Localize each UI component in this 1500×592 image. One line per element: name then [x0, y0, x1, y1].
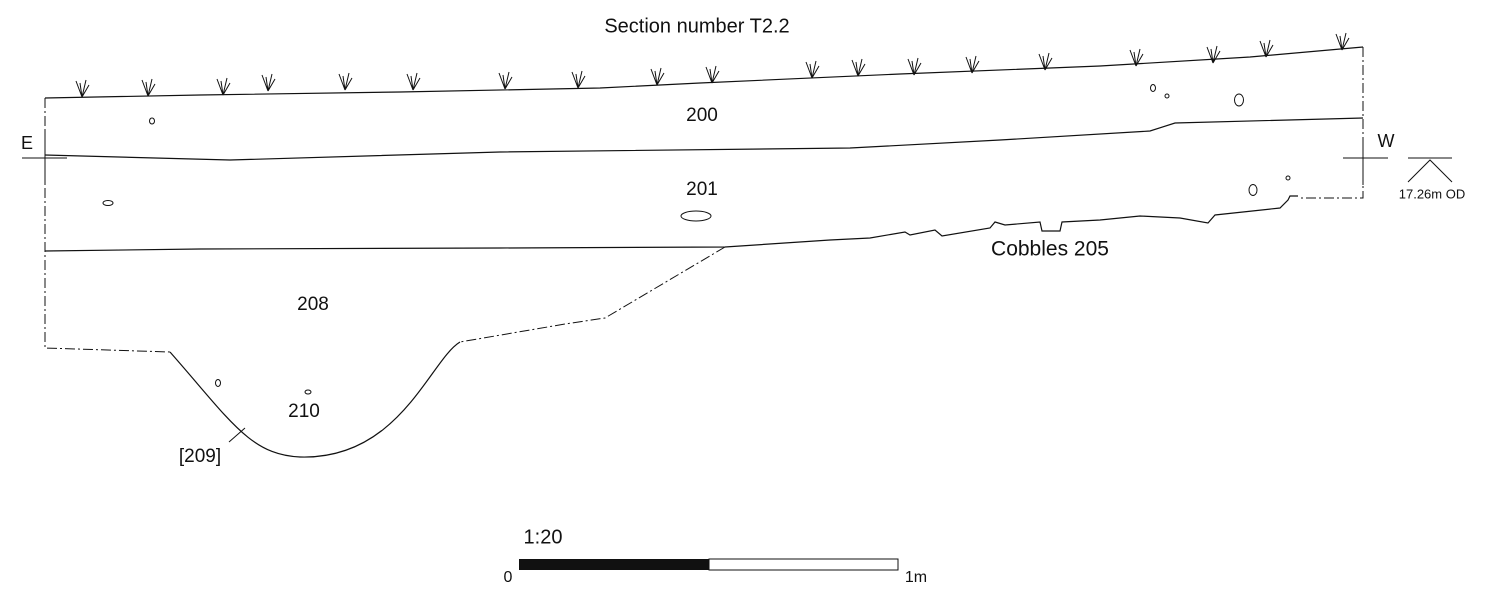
cut-label: [209] [179, 446, 221, 467]
stones [102, 84, 1291, 395]
context-label: 208 [297, 294, 329, 315]
station-markers [22, 130, 1453, 185]
context-label: Cobbles 205 [991, 238, 1109, 261]
section-lines [44, 46, 1364, 458]
grass [75, 32, 1350, 98]
scale-end: 1m [905, 569, 927, 586]
context-label: 200 [686, 105, 718, 126]
scale-start: 0 [504, 569, 513, 586]
east-label: E [21, 133, 33, 153]
datum-label: 17.26m OD [1399, 186, 1465, 201]
context-label: 201 [686, 179, 718, 200]
scale-bar [519, 558, 899, 571]
west-label: W [1378, 131, 1395, 151]
title: Section number T2.2 [604, 15, 789, 37]
scale-ratio: 1:20 [524, 526, 563, 548]
context-label: 210 [288, 401, 320, 422]
